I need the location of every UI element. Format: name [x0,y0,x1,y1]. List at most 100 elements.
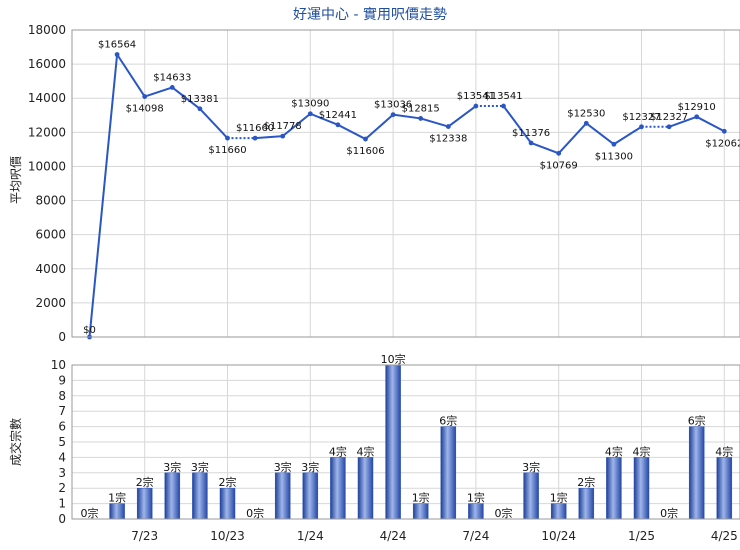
price-line-segment [502,105,532,144]
price-data-label: $12815 [402,103,440,114]
volume-data-label: 6宗 [439,414,457,428]
price-data-label: $11778 [264,121,302,132]
volume-bar [192,472,208,520]
price-data-label: $11660 [236,123,274,134]
volume-data-label: 4宗 [357,444,375,458]
volume-y-tick: 3 [58,466,66,480]
price-line-segment [199,108,229,139]
price-data-label: $0 [83,325,96,336]
volume-data-label: 6宗 [688,414,706,428]
x-tick-labels: 7/23 10/23 1/24 4/24 7/24 10/24 1/25 4/25 [131,529,738,543]
volume-bar [440,426,457,520]
price-point [501,103,506,109]
price-line-segment [144,86,173,98]
price-y-tick: 2000 [35,296,66,310]
volume-data-label: 0宗 [81,506,99,520]
price-point [528,140,534,146]
volume-bar [412,503,429,520]
volume-y-tick: 0 [58,512,66,526]
volume-data-label: 3宗 [163,460,181,474]
volume-data-label: 3宗 [301,460,319,474]
volume-bar [109,503,125,520]
volume-y-tick: 8 [58,389,66,403]
price-line-segment [557,122,588,155]
volume-bar [716,457,733,520]
price-y-tick: 4000 [35,262,66,276]
price-data-label: $14633 [153,72,191,83]
price-point [721,128,727,134]
volume-data-label: 1宗 [467,491,485,505]
price-line-segment [585,122,615,146]
x-tick-label: 10/23 [210,529,245,543]
price-plot-frame [71,29,740,338]
volume-bar [550,503,567,520]
volume-data-label: 0宗 [495,506,513,520]
price-data-label: $13381 [181,94,219,105]
price-point [252,135,258,141]
price-y-axis-label: 平均呎價 [9,156,23,204]
volume-bar [523,472,539,520]
volume-y-tick-labels: 01 23 456 78 910 [51,358,66,526]
price-y-tick: 10000 [28,159,66,173]
volume-data-label: 1宗 [108,491,126,505]
price-point [694,114,700,120]
volume-y-tick: 9 [58,373,66,387]
price-point [142,94,148,99]
price-point [666,124,672,130]
price-data-label: $11660 [208,145,246,156]
price-line-chart: 0 2000 4000 6000 8000 10000 12000 14000 16000 180… [9,23,740,344]
price-data-labels: $0$16564$14098$14633$13381$11660$11660$1… [83,39,740,336]
price-data-label: $12441 [319,110,357,121]
volume-data-label: 10宗 [381,352,406,366]
chart-title: 好運中心 - 實用呎價走勢 [293,6,447,23]
volume-data-label: 1宗 [412,491,430,505]
price-data-label: $11300 [595,151,633,162]
price-series [88,53,725,338]
volume-y-tick: 1 [58,497,66,511]
price-point [225,135,230,141]
volume-bar [136,487,153,520]
price-y-tick-labels: 0 2000 4000 6000 8000 10000 12000 14000 16000 180… [28,23,66,344]
price-line-segment [447,105,477,128]
volume-data-label: 0宗 [660,506,678,520]
volume-data-label: 3宗 [522,460,540,474]
price-line-segment [668,115,698,128]
volume-y-tick: 7 [58,404,66,418]
price-line-segment [337,123,366,140]
price-line-segment [530,142,560,155]
volume-y-tick: 6 [58,420,66,434]
price-data-label: $12338 [429,134,467,145]
volume-bar-chart: 01 23 456 78 910 成交宗數 0宗 1宗 2宗 3宗 3宗 2宗 0宗 3宗 3宗 4宗 4宗… [8,352,740,543]
price-point [418,116,424,121]
price-y-tick: 14000 [28,91,66,105]
price-y-tick: 0 [58,330,66,344]
volume-y-tick: 2 [58,481,66,495]
price-y-tick: 16000 [28,57,66,71]
price-data-label: $10769 [540,160,578,171]
price-data-label: $13541 [457,91,495,102]
volume-bar [302,472,319,520]
price-data-label: $14098 [126,104,164,115]
price-point [556,150,562,156]
x-tick-label: 7/24 [462,529,489,543]
price-point [445,124,451,129]
price-data-label: $13090 [291,99,329,110]
volume-data-label: 2宗 [577,475,595,489]
price-point [169,85,175,90]
price-data-label: $12327 [622,112,660,123]
volume-data-label: 3宗 [191,460,209,474]
price-line-segment [392,113,421,120]
x-tick-label: 4/24 [380,529,407,543]
volume-data-label: 2宗 [136,475,154,489]
price-line-segment [364,113,394,140]
volume-data-label: 4宗 [329,444,347,458]
price-line-segment [255,135,283,140]
volume-bar [688,426,705,520]
x-tick-label: 4/25 [711,529,738,543]
x-tick-label: 1/25 [628,529,655,543]
price-line-segment [696,115,725,133]
price-line-segment [613,125,643,146]
price-data-label: $12327 [650,112,688,123]
volume-bar [578,487,595,520]
price-y-tick: 6000 [35,228,66,242]
